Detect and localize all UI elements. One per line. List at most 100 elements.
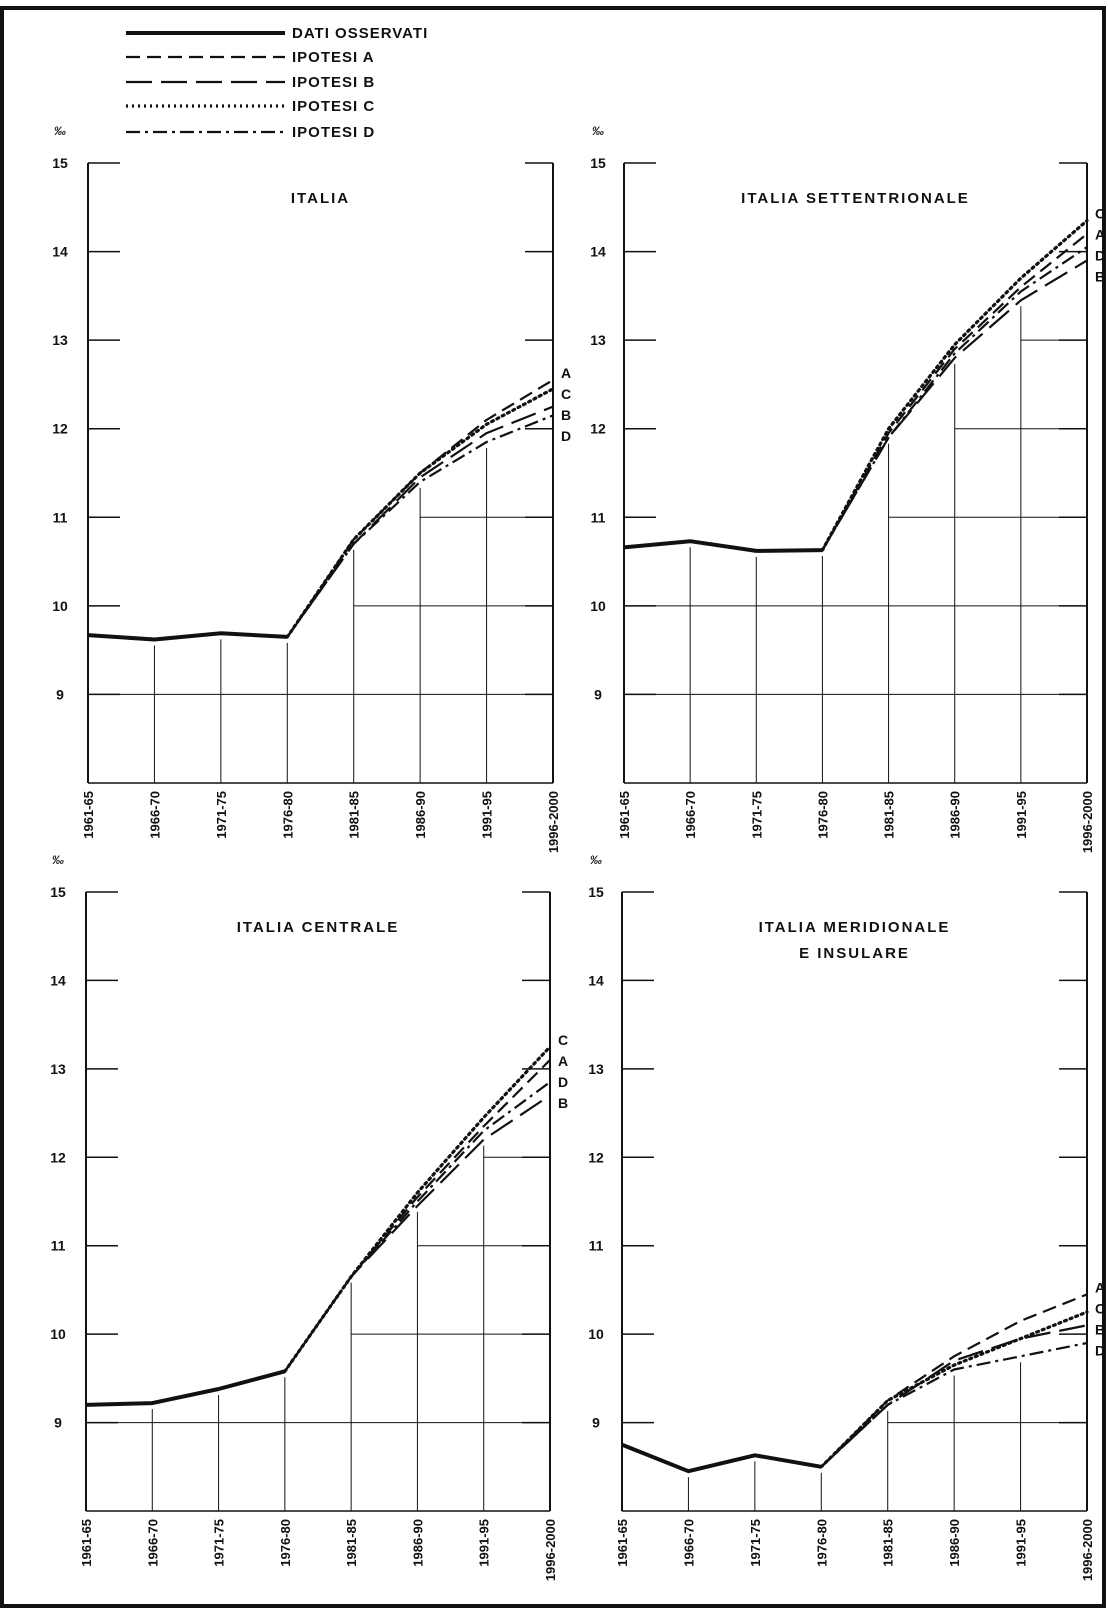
x-tick-label: 1996-2000: [546, 791, 561, 853]
x-tick-label: 1996-2000: [543, 1519, 558, 1581]
y-tick-label: 10: [52, 598, 68, 614]
chart-title: ITALIA CENTRALE: [237, 919, 400, 936]
legend-item-observed: DATI OSSERVATI: [126, 25, 428, 42]
x-tick-label: 1966-70: [147, 791, 162, 839]
y-tick-label: 11: [51, 1238, 66, 1254]
end-label-c: C: [1095, 1300, 1105, 1316]
chart-panel-2: 9 10 11 12 13 14 15 1961-65 1966-70 1971-75 1976-8…: [590, 124, 1105, 853]
y-tick-label: 15: [50, 884, 66, 900]
chart-panel-1: 9 10 11 12 13 14 15 1961-65 1966-70 1971-75 1976-8…: [52, 124, 571, 853]
x-tick-label: 1976-80: [814, 1519, 829, 1567]
series-line-c: [819, 1310, 1089, 1469]
series-line-observed: [85, 1369, 286, 1407]
end-label-b: B: [1095, 269, 1105, 285]
series-line-d: [820, 1341, 1088, 1468]
y-tick-label: 12: [50, 1149, 66, 1165]
x-tick-label: 1981-85: [344, 1519, 359, 1567]
x-tick-label: 1991-95: [1014, 1519, 1029, 1567]
y-tick-label: 13: [590, 332, 606, 348]
chart-title: ITALIA SETTENTRIONALE: [741, 190, 970, 207]
end-label-c: C: [558, 1032, 568, 1048]
x-tick-label: 1986-90: [948, 791, 963, 839]
unit-label: ‰: [590, 853, 602, 867]
x-tick-label: 1966-70: [145, 1519, 160, 1567]
series-line-observed: [623, 539, 823, 553]
y-tick-label: 15: [588, 884, 604, 900]
x-tick-label: 1966-70: [681, 1519, 696, 1567]
x-tick-label: 1981-85: [882, 791, 897, 839]
chart-title: ITALIA MERIDIONALE: [759, 919, 951, 936]
x-tick-label: 1961-65: [81, 791, 96, 839]
legend-label: DATI OSSERVATI: [292, 25, 428, 42]
y-tick-label: 9: [592, 1415, 600, 1431]
figure-border: [0, 6, 1106, 1608]
legend: DATI OSSERVATI IPOTESI A IPOTESI B IPOTESI …: [126, 25, 428, 141]
x-tick-label: 1971-75: [749, 791, 764, 839]
unit-label: ‰: [54, 124, 66, 138]
x-tick-label: 1986-90: [413, 791, 428, 839]
legend-item-b: IPOTESI B: [126, 74, 375, 91]
x-tick-label: 1986-90: [410, 1519, 425, 1567]
y-tick-label: 9: [594, 686, 602, 702]
series-line-d: [821, 246, 1088, 551]
legend-label: IPOTESI B: [292, 74, 375, 91]
y-tick-label: 13: [50, 1061, 66, 1077]
x-tick-label: 1981-85: [347, 791, 362, 839]
y-tick-label: 13: [588, 1061, 604, 1077]
y-tick-label: 14: [590, 244, 606, 260]
end-label-a: A: [1095, 1279, 1105, 1295]
x-tick-label: 1991-95: [1014, 791, 1029, 839]
series-line-d: [286, 414, 554, 638]
series-line-c: [820, 219, 1089, 552]
y-tick-label: 10: [50, 1326, 66, 1342]
end-label-a: A: [1095, 227, 1105, 243]
y-tick-label: 10: [588, 1326, 604, 1342]
y-tick-label: 9: [54, 1415, 62, 1431]
y-tick-label: 11: [589, 1238, 604, 1254]
series-line-b: [286, 405, 554, 638]
unit-label: ‰: [52, 853, 64, 867]
chart-panel-3: 9 10 11 12 13 14 15 1961-65 1966-70 1971-75 1976-8…: [50, 853, 568, 1581]
series-line-a: [820, 1293, 1088, 1468]
end-label-c: C: [1095, 206, 1105, 222]
x-tick-label: 1991-95: [480, 791, 495, 839]
end-label-d: D: [1095, 248, 1105, 264]
x-tick-label: 1971-75: [214, 791, 229, 839]
x-tick-label: 1961-65: [617, 791, 632, 839]
unit-label: ‰: [592, 124, 604, 138]
x-tick-label: 1976-80: [280, 791, 295, 839]
y-tick-label: 11: [591, 509, 606, 525]
x-tick-label: 1996-2000: [1080, 1519, 1095, 1581]
chart-panel-4: 9 10 11 12 13 14 15 1961-65 1966-70 1971-75 1976-8…: [588, 853, 1105, 1581]
y-tick-label: 11: [53, 509, 68, 525]
legend-label: IPOTESI D: [292, 124, 375, 141]
end-label-d: D: [558, 1074, 568, 1090]
end-label-d: D: [561, 428, 571, 444]
x-tick-label: 1961-65: [615, 1519, 630, 1567]
series-line-observed: [621, 1442, 822, 1474]
x-tick-label: 1966-70: [683, 791, 698, 839]
y-tick-label: 15: [590, 155, 606, 171]
x-tick-label: 1971-75: [748, 1519, 763, 1567]
series-line-c: [283, 1045, 552, 1373]
y-tick-label: 14: [50, 972, 66, 988]
x-tick-label: 1986-90: [947, 1519, 962, 1567]
legend-label: IPOTESI A: [292, 49, 375, 66]
x-tick-label: 1961-65: [79, 1519, 94, 1567]
x-tick-label: 1976-80: [278, 1519, 293, 1567]
y-tick-label: 12: [52, 421, 68, 437]
end-label-d: D: [1095, 1342, 1105, 1358]
series-line-observed: [87, 631, 288, 642]
end-label-a: A: [558, 1053, 568, 1069]
end-label-c: C: [561, 386, 571, 402]
y-tick-label: 12: [590, 421, 606, 437]
chart-subtitle: E INSULARE: [799, 945, 910, 962]
x-tick-label: 1981-85: [881, 1519, 896, 1567]
end-label-b: B: [558, 1095, 568, 1111]
y-tick-label: 9: [56, 686, 64, 702]
y-tick-label: 13: [52, 332, 68, 348]
y-tick-label: 14: [588, 972, 604, 988]
y-tick-label: 10: [590, 598, 606, 614]
